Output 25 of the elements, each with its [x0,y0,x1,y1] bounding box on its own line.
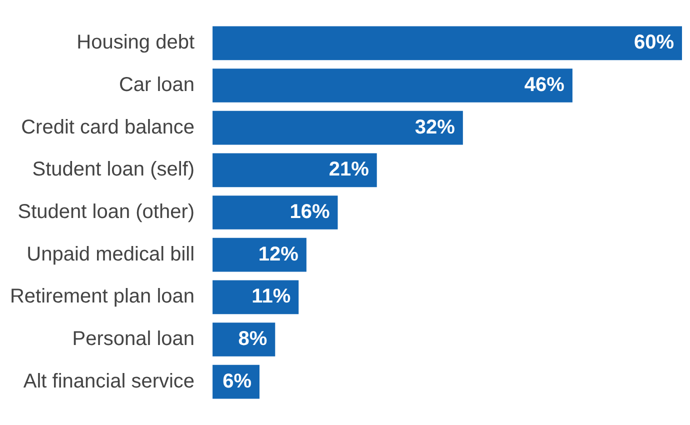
bar [212,110,463,145]
data-label: 21% [328,158,370,181]
data-label: 32% [414,116,456,138]
y-tick-label: Credit card balance [21,116,195,138]
data-label: 11% [252,286,291,308]
y-tick-label: Housing debt [76,32,195,54]
data-label: 12% [258,243,299,266]
bar [212,280,299,314]
y-tick-label: Retirement plan loan [10,286,195,308]
data-label: 8% [238,328,268,350]
data-label: 60% [634,32,674,54]
data-label: 16% [290,201,330,224]
data-label: 46% [524,74,565,96]
bar [212,153,377,188]
y-tick-label: Student loan (self) [32,158,195,181]
y-tick-label: Personal loan [72,328,195,350]
bar [212,196,338,230]
data-label: 6% [222,370,252,392]
bar [212,238,306,272]
y-tick-label: Unpaid medical bill [26,243,195,266]
y-tick-label: Car loan [118,74,195,96]
bar [212,26,682,60]
y-tick-label: Student loan (other) [18,201,195,224]
y-tick-label: Alt financial service [23,370,195,392]
bar [212,68,572,102]
